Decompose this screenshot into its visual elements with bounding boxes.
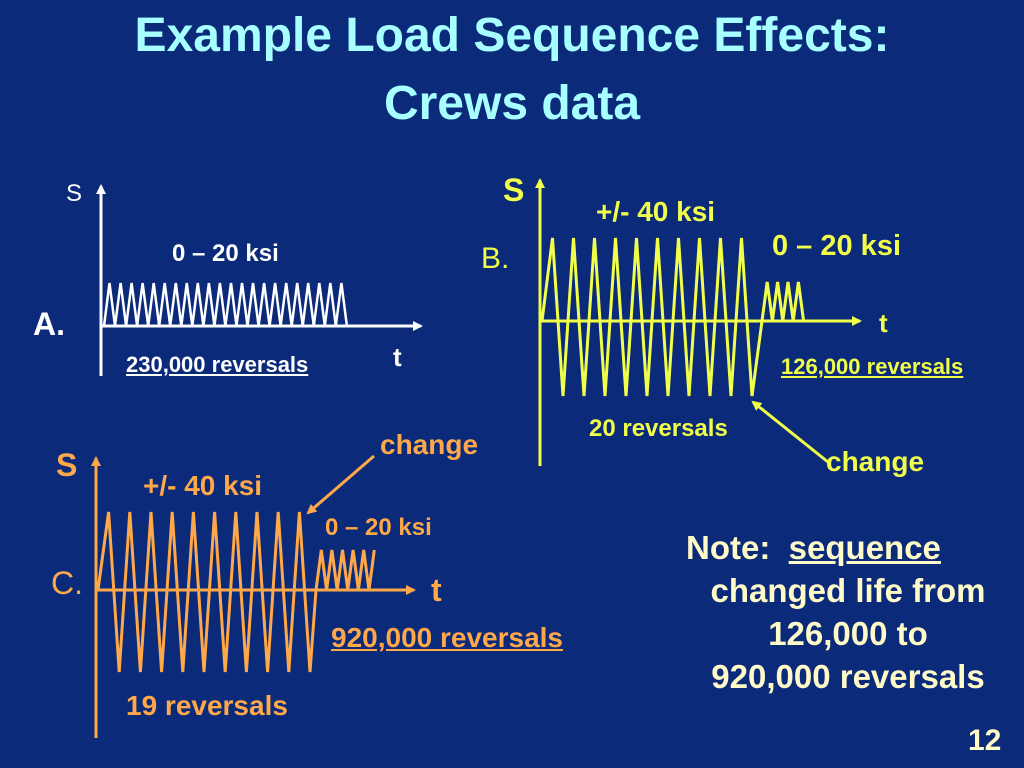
panel-c-low-amplitude-label: 0 – 20 ksi: [325, 514, 432, 541]
panel-b-low-amplitude-waveform: [760, 281, 806, 322]
panel-b-label: B.: [481, 242, 510, 275]
panel-c-low-amplitude-waveform: [314, 549, 376, 591]
panel-a-label: A.: [33, 306, 65, 342]
panel-c-high-amplitude-waveform: [96, 511, 318, 673]
panel-b-x-axis-label: t: [879, 308, 888, 338]
panel-c-change-pointer: [306, 454, 375, 515]
panel-b-change-label: change: [826, 446, 925, 477]
panel-c-life-label: 920,000 reversals: [331, 622, 563, 653]
note-line1: Note: sequence: [686, 529, 941, 567]
panel-c-label: C.: [51, 565, 83, 601]
panel-b-change-pointer: [751, 400, 829, 464]
note-line4: 920,000 reversals: [711, 658, 985, 695]
note-prefix: Note:: [686, 529, 771, 566]
note-line3: 126,000 to: [768, 615, 928, 652]
panel-a-low-amplitude-waveform: [102, 282, 349, 327]
panel-a-y-axis-label: S: [66, 180, 83, 207]
panel-b-high-reversals-label: 20 reversals: [589, 415, 728, 442]
panel-b-high-amplitude-label: +/- 40 ksi: [596, 196, 716, 227]
panel-c-high-amplitude-label: +/- 40 ksi: [143, 470, 263, 501]
panel-b-y-axis-label: S: [503, 172, 525, 208]
panel-b-high-amplitude-waveform: [540, 237, 764, 397]
panel-c-y-axis-label: S: [56, 447, 78, 483]
panel-c-change-label: change: [380, 429, 479, 460]
panel-b-life-label: 126,000 reversals: [781, 354, 964, 379]
panel-b-low-amplitude-label: 0 – 20 ksi: [772, 230, 901, 262]
note-line2: changed life from: [710, 572, 986, 609]
panel-a-amplitude-label: 0 – 20 ksi: [172, 240, 279, 267]
panel-c-x-axis-label: t: [431, 572, 442, 608]
slide-title-line2: Crews data: [383, 77, 641, 130]
panel-c-high-reversals-label: 19 reversals: [126, 690, 288, 721]
page-number: 12: [968, 724, 1002, 757]
panel-a-life-label: 230,000 reversals: [126, 352, 309, 377]
panel-a-x-axis-label: t: [393, 342, 402, 372]
slide-title-line1: Example Load Sequence Effects:: [134, 9, 890, 62]
note-keyword: sequence: [788, 529, 941, 566]
